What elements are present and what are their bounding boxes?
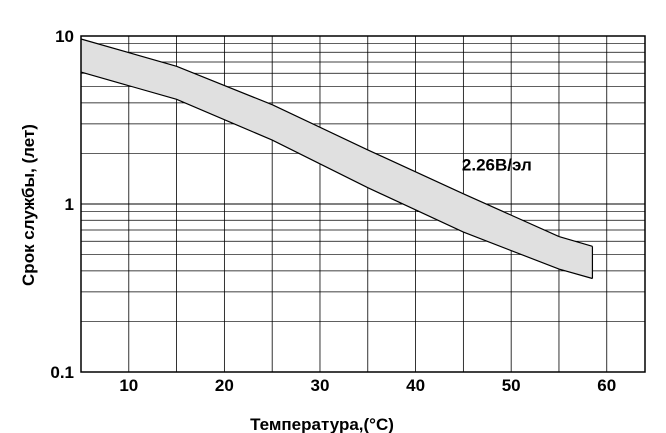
annotation-label: 2.26B/эл	[462, 156, 532, 175]
plot-frame	[80, 35, 646, 373]
lower-boundary-line	[80, 71, 593, 280]
y-tick-label: 0.1	[50, 363, 74, 382]
shaded-band	[81, 39, 593, 279]
x-tick-label: 60	[597, 376, 616, 395]
y-tick-label: 1	[65, 195, 74, 214]
x-tick-label: 30	[311, 376, 330, 395]
y-axis-title: Срок службы, (лет)	[19, 124, 38, 286]
x-axis-title: Температура,(°C)	[250, 415, 394, 433]
x-tick-label: 50	[502, 376, 521, 395]
upper-boundary-line	[80, 38, 593, 247]
y-tick-labels: 0.1 1 10	[50, 27, 74, 382]
x-tick-label: 20	[215, 376, 234, 395]
y-tick-label: 10	[55, 27, 74, 46]
x-tick-label: 40	[406, 376, 425, 395]
grid	[80, 36, 645, 373]
x-tick-label: 10	[119, 376, 138, 395]
x-tick-labels: 10 20 30 40 50 60	[119, 376, 616, 395]
